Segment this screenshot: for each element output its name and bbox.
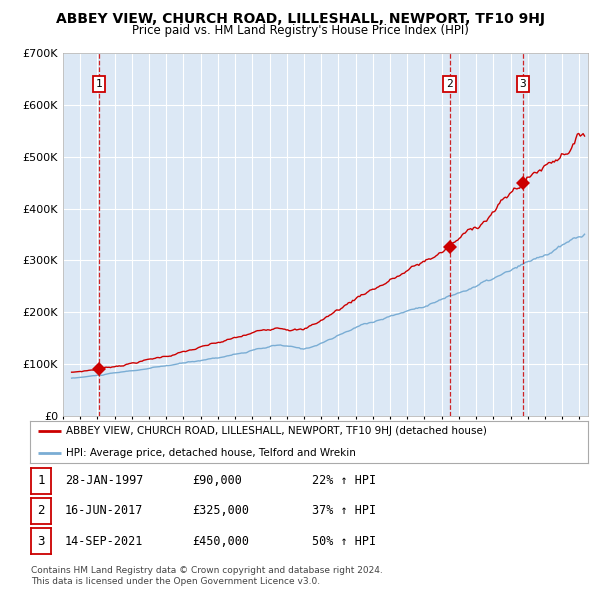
Text: 14-SEP-2021: 14-SEP-2021 [65,535,143,548]
Text: 2: 2 [37,504,45,517]
Text: £90,000: £90,000 [192,474,242,487]
Text: 28-JAN-1997: 28-JAN-1997 [65,474,143,487]
Text: This data is licensed under the Open Government Licence v3.0.: This data is licensed under the Open Gov… [31,577,320,586]
Text: HPI: Average price, detached house, Telford and Wrekin: HPI: Average price, detached house, Telf… [66,448,356,457]
Text: Contains HM Land Registry data © Crown copyright and database right 2024.: Contains HM Land Registry data © Crown c… [31,566,383,575]
Text: £450,000: £450,000 [192,535,249,548]
Text: ABBEY VIEW, CHURCH ROAD, LILLESHALL, NEWPORT, TF10 9HJ: ABBEY VIEW, CHURCH ROAD, LILLESHALL, NEW… [56,12,545,26]
Text: 3: 3 [37,535,45,548]
Text: 2: 2 [446,79,453,89]
Text: 16-JUN-2017: 16-JUN-2017 [65,504,143,517]
Text: 3: 3 [520,79,526,89]
Text: Price paid vs. HM Land Registry's House Price Index (HPI): Price paid vs. HM Land Registry's House … [131,24,469,37]
Text: 50% ↑ HPI: 50% ↑ HPI [312,535,376,548]
Text: 37% ↑ HPI: 37% ↑ HPI [312,504,376,517]
Text: ABBEY VIEW, CHURCH ROAD, LILLESHALL, NEWPORT, TF10 9HJ (detached house): ABBEY VIEW, CHURCH ROAD, LILLESHALL, NEW… [66,427,487,436]
Text: 1: 1 [37,474,45,487]
Text: 1: 1 [95,79,102,89]
Text: 22% ↑ HPI: 22% ↑ HPI [312,474,376,487]
Text: £325,000: £325,000 [192,504,249,517]
